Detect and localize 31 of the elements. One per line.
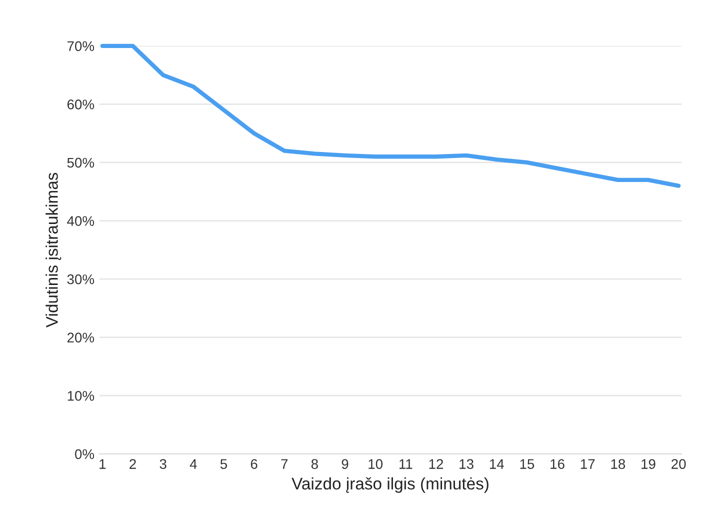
x-tick-label: 9 (342, 459, 348, 469)
x-tick-label: 12 (429, 459, 444, 469)
x-tick-label: 14 (490, 459, 504, 469)
x-tick-label: 2 (130, 459, 136, 469)
y-axis-title: Vidutinis įsitraukimas (46, 172, 62, 328)
x-tick-label: 16 (550, 459, 564, 469)
x-tick-label: 10 (368, 459, 383, 469)
x-tick-label: 1 (100, 459, 106, 469)
x-tick-label: 18 (611, 459, 626, 469)
x-tick-label: 11 (400, 459, 412, 469)
x-tick-label: 15 (520, 459, 534, 469)
x-tick-label: 20 (672, 459, 686, 469)
y-tick-label: 60% (67, 100, 94, 110)
x-tick-label: 17 (580, 459, 595, 469)
x-tick-label: 6 (250, 459, 258, 469)
x-axis-title: Vaizdo įrašo ilgis (minutės) (292, 477, 488, 493)
x-tick-label: 8 (311, 459, 318, 469)
y-tick-label: 0% (75, 449, 94, 460)
line-series (100, 44, 681, 188)
x-tick-label: 3 (160, 459, 166, 469)
x-tick-label: 4 (190, 459, 197, 469)
x-tick-label: 19 (642, 459, 656, 469)
y-tick-label: 10% (68, 390, 94, 401)
y-tick-label: 50% (67, 158, 94, 168)
y-tick-label: 20% (67, 332, 94, 342)
x-tick-label: 13 (460, 459, 474, 469)
x-tick-label: 5 (220, 459, 228, 469)
x-tick-label: 7 (281, 459, 288, 469)
y-tick-label: 70% (67, 41, 94, 52)
y-tick-label: 40% (67, 216, 94, 226)
y-tick-label: 30% (67, 274, 94, 284)
